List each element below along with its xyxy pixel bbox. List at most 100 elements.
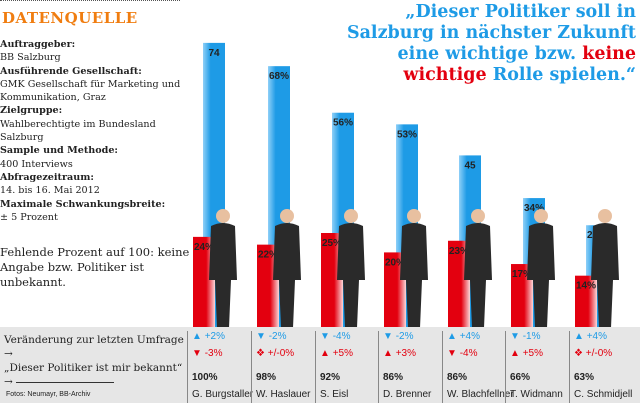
source-label: Abfragezeitraum:: [0, 171, 94, 183]
person-photo: [209, 223, 237, 328]
bar-label-keine-wichtige: 22%: [258, 250, 278, 261]
table-column: ▲ +4% ▼ -4% 86% W. Blachfellner: [442, 331, 514, 403]
change-value: +5%: [332, 348, 353, 359]
chart-title: „Dieser Politiker soll in Salzburg in nä…: [336, 2, 636, 86]
bar-keine-wichtige: [193, 236, 215, 330]
change-wichtige: ▼ -2%: [383, 331, 413, 342]
table-column: ▲ +2% ▼ -3% 100% G. Burgstaller: [187, 331, 253, 403]
bar-keine-wichtige: [448, 240, 470, 330]
change-keine-wichtige: ▲ +5%: [320, 348, 353, 359]
change-wichtige: ▼ -1%: [510, 331, 540, 342]
trend-up-icon: ▲: [447, 331, 457, 342]
source-label: Sample und Methode:: [0, 145, 118, 157]
change-value: -2%: [395, 331, 414, 342]
change-value: +2%: [204, 331, 225, 342]
trend-up-icon: ▲: [510, 348, 520, 359]
bar-keine-wichtige: [575, 275, 597, 330]
change-keine-wichtige: ❖ +/-0%: [256, 348, 294, 359]
change-value: -2%: [268, 331, 287, 342]
table-column: ▼ -2% ▲ +3% 86% D. Brenner: [378, 331, 440, 403]
politician-name: S. Eisl: [320, 389, 349, 400]
table-column: ▲ +4% ❖ +/-0% 63% C. Schmidjell: [569, 331, 632, 403]
trend-down-icon: ▼: [510, 331, 520, 342]
politician-name: W. Blachfellner: [447, 389, 514, 400]
change-value: -3%: [204, 348, 223, 359]
trend-same-icon: ❖: [574, 348, 583, 359]
source-label: Ausführende Gesellschaft:: [0, 65, 142, 77]
trend-up-icon: ▲: [320, 348, 330, 359]
person-photo: [400, 223, 428, 328]
known-value: 92%: [320, 372, 341, 383]
bar-label-keine-wichtige: 24%: [194, 242, 214, 253]
politician-name: T. Widmann: [510, 389, 563, 400]
change-wichtige: ▼ -2%: [256, 331, 286, 342]
arrow-icon: →: [4, 376, 13, 388]
table-legend: Veränderung zur letzten Umfrage → „Diese…: [4, 333, 184, 389]
table-column: ▼ -2% ❖ +/-0% 98% W. Haslauer: [251, 331, 313, 403]
bar-keine-wichtige: [257, 244, 279, 330]
change-value: -1%: [522, 331, 541, 342]
politician-name: W. Haslauer: [256, 389, 311, 400]
change-wichtige: ▼ -4%: [320, 331, 350, 342]
change-value: +4%: [459, 331, 480, 342]
known-value: 63%: [574, 372, 595, 383]
source-value: GMK Gesellschaft für Marketing und Kommu…: [0, 78, 181, 104]
divider: [0, 0, 180, 1]
person-photo: [464, 223, 492, 328]
person-photo: [527, 223, 555, 328]
bar-label-wichtige: 45: [464, 160, 476, 171]
person-photo-head: [598, 209, 612, 223]
legend-change: Veränderung zur letzten Umfrage: [4, 334, 184, 346]
source-value: BB Salzburg: [0, 52, 61, 64]
trend-down-icon: ▼: [447, 348, 457, 359]
trend-same-icon: ❖: [256, 348, 265, 359]
person-photo-head: [344, 209, 358, 223]
source-label: Zielgruppe:: [0, 105, 63, 117]
bar-keine-wichtige: [321, 233, 343, 330]
change-wichtige: ▲ +4%: [574, 331, 607, 342]
known-value: 98%: [256, 372, 277, 383]
trend-up-icon: ▲: [574, 331, 584, 342]
bar-label-keine-wichtige: 20%: [385, 257, 405, 268]
bar-keine-wichtige: [511, 264, 533, 330]
known-value: 100%: [192, 372, 218, 383]
person-photo-head: [534, 209, 548, 223]
person-photo-head: [216, 209, 230, 223]
politician-name: D. Brenner: [383, 389, 432, 400]
source-value: 14. bis 16. Mai 2012: [0, 185, 100, 197]
change-keine-wichtige: ▲ +5%: [510, 348, 543, 359]
change-value: +5%: [522, 348, 543, 359]
trend-up-icon: ▲: [192, 331, 202, 342]
title-part: „Dieser Politiker soll in Salzburg in nä…: [346, 2, 636, 64]
change-value: +3%: [395, 348, 416, 359]
change-value: +/-0%: [585, 348, 613, 359]
person-photo-head: [280, 209, 294, 223]
trend-down-icon: ▼: [192, 348, 202, 359]
change-keine-wichtige: ▼ -3%: [192, 348, 222, 359]
person-photo-head: [471, 209, 485, 223]
trend-down-icon: ▼: [383, 331, 393, 342]
source-label: Auftraggeber:: [0, 39, 76, 50]
source-value: ± 5 Prozent: [0, 211, 58, 223]
bar-label-keine-wichtige: 25%: [322, 238, 342, 249]
change-value: +4%: [586, 331, 607, 342]
bar-label-keine-wichtige: 14%: [576, 281, 596, 292]
trend-up-icon: ▲: [383, 348, 393, 359]
person-photo: [273, 223, 301, 328]
bar-label-keine-wichtige: 23%: [449, 246, 469, 257]
bar-label-wichtige: 56%: [333, 118, 353, 129]
title-part: Rolle spielen.“: [486, 65, 636, 85]
arrow-icon: →: [4, 348, 13, 360]
bar-label-wichtige: 34%: [524, 203, 544, 214]
change-value: -4%: [332, 331, 351, 342]
known-value: 66%: [510, 372, 531, 383]
missing-note: Fehlende Prozent auf 100: keine Angabe b…: [0, 245, 190, 289]
legend-known: „Dieser Politiker ist mir bekannt“: [4, 362, 183, 374]
title-highlight: keine wichtige: [403, 44, 636, 85]
legend-line: [16, 381, 115, 383]
source-title: DATENQUELLE: [2, 9, 138, 27]
change-value: +/-0%: [267, 348, 295, 359]
bar-label-wichtige: 53%: [397, 129, 417, 140]
change-keine-wichtige: ▲ +3%: [383, 348, 416, 359]
